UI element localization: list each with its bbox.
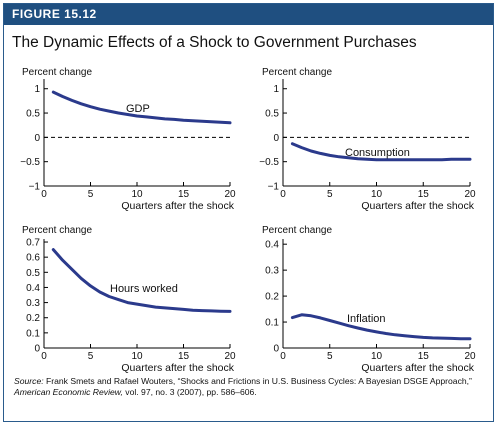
source-text-2: vol. 97, no. 3 (2007), pp. 586–606. [122,387,257,397]
source-label: Source: [14,376,44,386]
chart-inflation-series-line [290,313,472,341]
chart-consumption-series-line [290,142,472,162]
chart-hours-worked-x-tick-label: 10 [131,351,143,362]
chart-inflation-y-axis-label: Percent change [262,225,332,236]
chart-gdp-y-tick-label: −1 [29,182,41,193]
chart-hours-worked-x-tick-label: 0 [41,351,47,362]
chart-gdp-y-tick-label: 0 [34,133,40,144]
chart-hours-worked-y-tick-label: 0.6 [26,253,40,264]
chart-inflation-x-tick-label: 10 [371,351,383,362]
chart-gdp-y-tick-label: 0.5 [26,109,40,120]
figure-label: FIGURE 15.12 [12,7,97,21]
chart-consumption-x-tick-label: 15 [418,189,430,200]
chart-inflation-x-tick-label: 20 [464,351,476,362]
chart-hours-worked-series-line [51,248,232,313]
chart-gdp-x-tick-label: 5 [88,189,94,200]
chart-gdp-x-tick-label: 20 [224,189,236,200]
chart-consumption-x-tick-label: 0 [280,189,286,200]
chart-hours-worked-y-axis-label: Percent change [22,225,92,236]
chart-hours-worked-x-tick-label: 15 [178,351,190,362]
chart-gdp-series-label: GDP [126,103,150,115]
chart-gdp-x-tick-label: 15 [178,189,190,200]
chart-hours-worked-x-tick-label: 20 [224,351,236,362]
chart-inflation-x-tick-label: 15 [418,351,430,362]
chart-inflation-y-tick-label: 0.3 [265,266,279,277]
chart-gdp-series-line [51,90,232,125]
source-note: Source: Frank Smets and Rafael Wouters, … [14,376,479,398]
figure-frame: FIGURE 15.12 [3,3,494,422]
chart-hours-worked-y-tick-label: 0.7 [26,238,40,249]
chart-gdp-x-axis-label: Quarters after the shock [121,200,234,212]
chart-hours-worked-series-label: Hours worked [110,283,178,295]
chart-gdp-y-tick-label: 1 [34,84,40,95]
chart-hours-worked-y-tick-label: 0.1 [26,328,40,339]
figure-header-bar: FIGURE 15.12 [4,4,493,25]
chart-hours-worked-y-tick-label: 0 [34,344,40,355]
charts-svg: Percent change−1−0.500.510 5 10 15 20Quarter… [20,67,476,374]
chart-gdp-y-tick-label: −0.5 [20,157,40,168]
chart-consumption-y-axis-label: Percent change [262,67,332,78]
chart-consumption-y-tick-label: 0.5 [265,109,279,120]
chart-inflation-series-label: Inflation [347,313,386,325]
source-journal: American Economic Review, [14,387,123,397]
chart-inflation-y-tick-label: 0 [273,344,279,355]
figure-title: The Dynamic Effects of a Shock to Govern… [12,34,417,51]
chart-inflation-y-tick-label: 0.4 [265,240,279,251]
source-text-1: Frank Smets and Rafael Wouters, “Shocks … [43,376,472,386]
chart-consumption-x-tick-label: 5 [327,189,333,200]
chart-consumption-series-label: Consumption [345,147,410,159]
chart-hours-worked-y-tick-label: 0.5 [26,268,40,279]
chart-gdp-y-axis-label: Percent change [22,67,92,78]
chart-inflation-x-tick-label: 5 [327,351,333,362]
chart-hours-worked-x-axis-label: Quarters after the shock [121,362,234,374]
chart-consumption-y-tick-label: 1 [273,84,279,95]
chart-hours-worked-x-tick-label: 5 [88,351,94,362]
chart-inflation-y-tick-label: 0.2 [265,292,279,303]
chart-hours-worked-y-tick-label: 0.2 [26,313,40,324]
chart-inflation-x-tick-label: 0 [280,351,286,362]
chart-hours-worked-y-tick-label: 0.3 [26,298,40,309]
chart-inflation-y-tick-label: 0.1 [265,318,279,329]
chart-consumption-y-tick-label: 0 [273,133,279,144]
chart-consumption-x-axis-label: Quarters after the shock [361,200,474,212]
chart-hours-worked-y-tick-label: 0.4 [26,283,40,294]
chart-gdp-x-tick-label: 0 [41,189,47,200]
chart-gdp-x-tick-label: 10 [131,189,143,200]
chart-inflation-x-axis-label: Quarters after the shock [361,362,474,374]
chart-consumption-y-tick-label: −1 [268,182,280,193]
chart-consumption-x-tick-label: 10 [371,189,383,200]
chart-consumption-x-tick-label: 20 [464,189,476,200]
chart-consumption-y-tick-label: −0.5 [259,157,279,168]
